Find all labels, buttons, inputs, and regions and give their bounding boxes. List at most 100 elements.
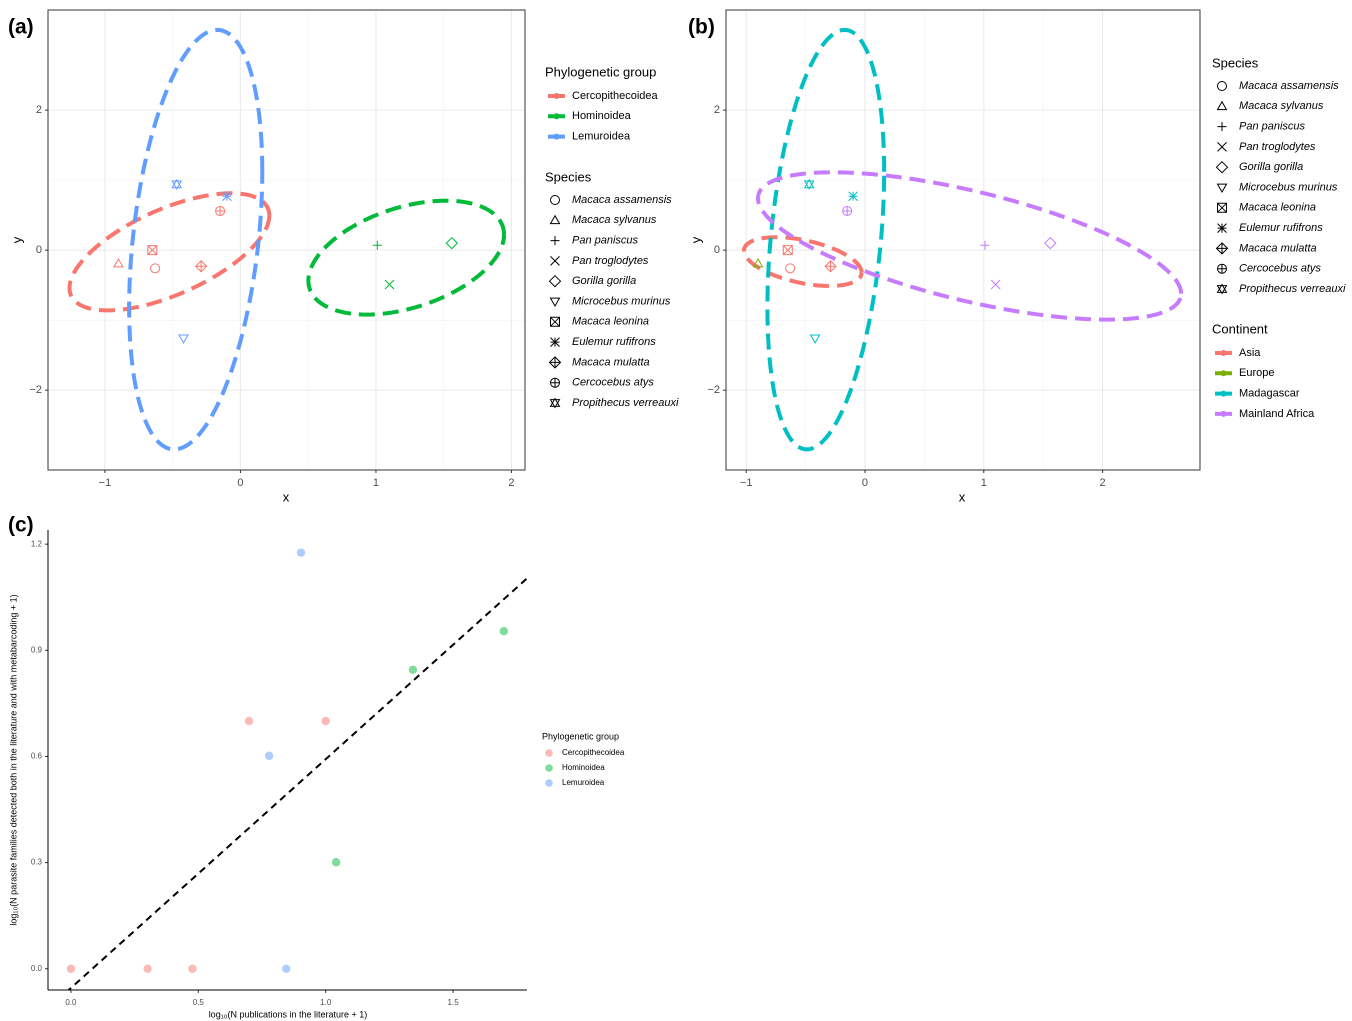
legend-key — [550, 316, 560, 327]
y-axis-title: y — [9, 236, 24, 243]
legend-label: Lemuroidea — [572, 131, 631, 143]
legend-label: Pan troglodytes — [1239, 141, 1316, 153]
legend-label: Madagascar — [1239, 388, 1300, 400]
panel-border — [47, 9, 526, 471]
point — [848, 191, 858, 202]
point — [296, 548, 306, 557]
y-axis-title: y — [688, 236, 703, 243]
y-tick-label: 1.2 — [31, 539, 43, 548]
panel-label: (b) — [688, 16, 715, 39]
legend-key — [548, 274, 562, 288]
legend-label: Europe — [1239, 367, 1274, 379]
legend-key-point — [553, 113, 560, 120]
point — [499, 627, 509, 636]
legend-key-point — [1220, 350, 1227, 356]
point — [194, 260, 208, 273]
legend-key — [1215, 242, 1229, 255]
ellipse — [741, 235, 864, 288]
point — [1044, 236, 1057, 250]
trend-line — [67, 577, 527, 990]
legend-label: Lemuroidea — [562, 778, 605, 787]
legend-label: Cercopithecoidea — [562, 748, 625, 757]
point — [980, 240, 990, 250]
legend-key — [550, 337, 560, 347]
legend-title: Phylogenetic group — [545, 64, 656, 79]
legend-label: Eulemur rufifrons — [572, 336, 656, 348]
x-tick-label: 1 — [981, 477, 987, 489]
legend-key — [1216, 183, 1228, 194]
legend-label: Cercocebus atys — [1239, 263, 1321, 275]
legend-label: Cercocebus atys — [572, 377, 654, 389]
point — [408, 665, 418, 674]
y-tick-label: 0 — [36, 244, 42, 256]
legend-key — [549, 397, 561, 409]
legend-key — [550, 256, 560, 266]
x-tick-label: 0 — [237, 477, 243, 489]
point — [824, 260, 837, 273]
legend-key-point — [553, 93, 560, 99]
legend-key — [1217, 263, 1228, 274]
legend-title: Species — [545, 169, 592, 184]
legend-key — [1215, 160, 1229, 174]
legend-key — [550, 236, 560, 246]
legend-label: Hominoidea — [562, 763, 605, 772]
legend-title: Continent — [1212, 321, 1268, 336]
legend-key — [1217, 202, 1227, 213]
legend-title: Species — [1212, 55, 1259, 70]
panel-label: (a) — [8, 16, 34, 39]
legend-key — [1217, 122, 1227, 132]
point — [113, 257, 124, 268]
y-tick-label: 2 — [714, 104, 720, 116]
x-tick-label: 2 — [1100, 477, 1106, 489]
x-tick-label: 1.0 — [320, 998, 332, 1007]
legend-key — [550, 195, 561, 205]
legend-key — [549, 214, 561, 225]
legend-label: Hominoidea — [572, 110, 632, 122]
point — [752, 257, 764, 268]
point — [215, 205, 226, 216]
legend-label: Gorilla gorilla — [1239, 161, 1303, 173]
point — [809, 334, 821, 344]
ellipse — [755, 170, 1184, 322]
legend-key — [1216, 283, 1228, 295]
legend-key — [545, 764, 553, 772]
x-tick-label: −1 — [740, 477, 753, 489]
y-tick-label: 2 — [36, 104, 42, 116]
legend-label: Macaca sylvanus — [1239, 100, 1324, 112]
point — [188, 964, 197, 973]
legend-key — [550, 377, 561, 388]
y-axis-title: log₁₀(N parasite families detected both … — [8, 594, 18, 925]
legend-title: Phylogenetic group — [542, 731, 619, 741]
point — [372, 240, 382, 250]
legend-key-point — [1220, 390, 1227, 397]
legend-label: Macaca assamensis — [572, 194, 672, 206]
y-tick-label: 0 — [714, 244, 720, 256]
legend-label: Macaca leonina — [572, 316, 649, 328]
legend-label: Gorilla gorilla — [572, 275, 636, 287]
legend-label: Propithecus verreauxi — [1239, 283, 1346, 295]
legend-key — [1217, 142, 1227, 152]
legend-key — [1216, 100, 1228, 111]
legend-key — [1217, 81, 1228, 91]
legend-label: Macaca mulatta — [572, 356, 650, 368]
point — [445, 236, 459, 250]
y-tick-label: 0.6 — [31, 752, 43, 761]
y-tick-label: −2 — [29, 384, 42, 396]
point — [244, 716, 254, 726]
x-tick-label: 1.5 — [448, 998, 460, 1007]
legend-key — [548, 356, 562, 369]
point — [331, 858, 341, 867]
point — [842, 205, 853, 216]
ellipse — [306, 198, 507, 317]
legend-label: Asia — [1239, 347, 1261, 359]
panel-label: (c) — [8, 514, 34, 537]
legend-label: Microcebus murinus — [572, 295, 671, 307]
x-tick-label: −1 — [99, 477, 112, 489]
x-tick-label: 0.0 — [65, 998, 77, 1007]
point — [264, 751, 274, 760]
x-axis-title: log₁₀(N publications in the literature +… — [209, 1009, 368, 1019]
ellipse — [127, 27, 265, 452]
x-tick-label: 2 — [508, 477, 514, 489]
point — [143, 964, 152, 973]
